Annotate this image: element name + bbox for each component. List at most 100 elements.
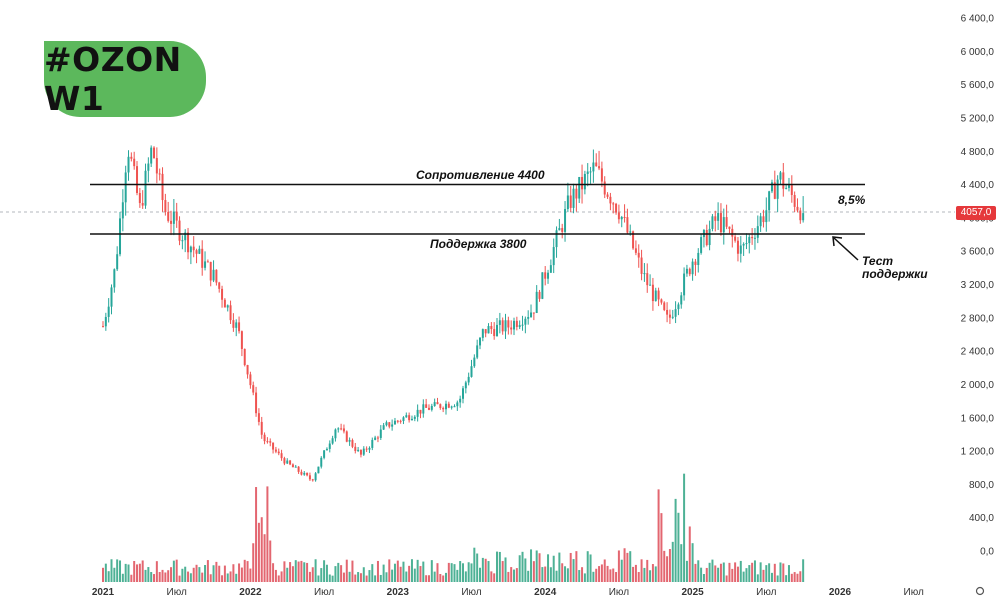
volume-bar [294,560,297,582]
volume-bar [359,573,362,582]
candle-body [583,173,586,190]
volume-bar [357,572,360,582]
candle-body [269,441,272,443]
candle-body [725,217,728,227]
volume-bar [612,568,615,582]
volume-bar [671,541,674,582]
candle-body [691,261,694,275]
volume-bar [393,563,396,582]
candle-body [212,269,215,281]
candle-body [498,320,501,325]
candle-body [700,237,703,253]
candle-body [654,290,657,302]
candle-body [427,407,430,410]
candle-body [266,441,269,443]
candle-body [365,448,368,450]
volume-bar [461,563,464,582]
candle-body [524,318,527,325]
candle-body [110,287,113,307]
volume-bar [195,564,198,582]
volume-bar [422,561,425,582]
volume-bar [547,554,550,582]
volume-bar [521,551,524,582]
volume-bar [796,573,799,582]
volume-bar [405,571,408,582]
candle-body [331,438,334,444]
candle-body [340,428,343,430]
last-price-tag: 4057,0 [956,206,996,220]
volume-bar [102,567,104,582]
x-tick-label: 2022 [239,587,262,598]
candle-body [637,252,640,258]
y-tick-label: 3 200,0 [961,280,995,291]
volume-bar [714,565,717,582]
volume-bar [490,571,493,582]
candle-body [184,232,187,241]
y-tick-label: 2 800,0 [961,313,995,324]
candle-body [170,220,173,224]
candle-body [189,246,192,253]
candle-body [116,254,119,270]
y-tick-label: 800,0 [969,480,994,491]
volume-bar [518,555,521,582]
candle-body [283,458,286,464]
candle-body [555,230,558,248]
candle-body [527,317,530,319]
volume-bar [700,567,703,582]
volume-bar [617,550,620,582]
candle-body [351,440,354,447]
volume-bar [484,558,487,582]
volume-bar [175,559,178,582]
candle-body [677,304,680,310]
volume-bar [753,560,756,582]
volume-bar [260,517,263,582]
candle-body [252,385,255,393]
candle-body [249,374,252,386]
volume-bar [501,561,504,582]
candle-body [782,172,785,189]
candle-body [260,421,263,435]
volume-bar [419,566,422,582]
volume-bar [657,489,660,582]
candle-body [762,216,765,223]
candle-body [742,243,745,246]
x-axis: 2021 Июл 2022 Июл 2023 Июл 2024 Июл 2025 Июл 2026 И… [92,586,985,598]
candle-body [422,404,425,414]
volume-bar [802,559,805,582]
volume-bar [575,551,578,582]
volume-bar [138,563,141,582]
candle-body [410,418,413,421]
volume-bar [736,566,739,582]
candle-body [178,220,181,241]
x-tick-label: 2025 [681,587,704,598]
volume-bar [487,561,490,582]
volume-bar [277,575,280,582]
volume-bar [646,559,649,582]
candle-body [218,282,221,289]
candle-body [243,348,246,366]
y-tick-label: 4 800,0 [961,147,995,158]
candle-body [161,173,164,201]
volume-bar [391,569,394,582]
volume-bar [272,563,275,582]
candle-body [487,326,490,334]
candle-body [606,194,609,197]
candle-body [802,213,805,221]
candle-body [192,246,195,251]
candle-body [158,173,161,175]
volume-bar [660,513,663,582]
candle-body [376,437,379,439]
candle-body [581,176,584,190]
candle-body [238,322,241,332]
volume-bar [651,564,654,582]
candle-body [325,448,328,451]
candle-body [187,232,190,253]
candle-body [787,185,790,188]
candle-body [311,479,314,481]
candle-body [504,320,507,332]
volume-bar [498,551,501,582]
volume-bar [110,559,113,582]
candle-body [552,247,555,266]
volume-bar [382,564,385,582]
y-tick-label: 3 600,0 [961,247,995,258]
